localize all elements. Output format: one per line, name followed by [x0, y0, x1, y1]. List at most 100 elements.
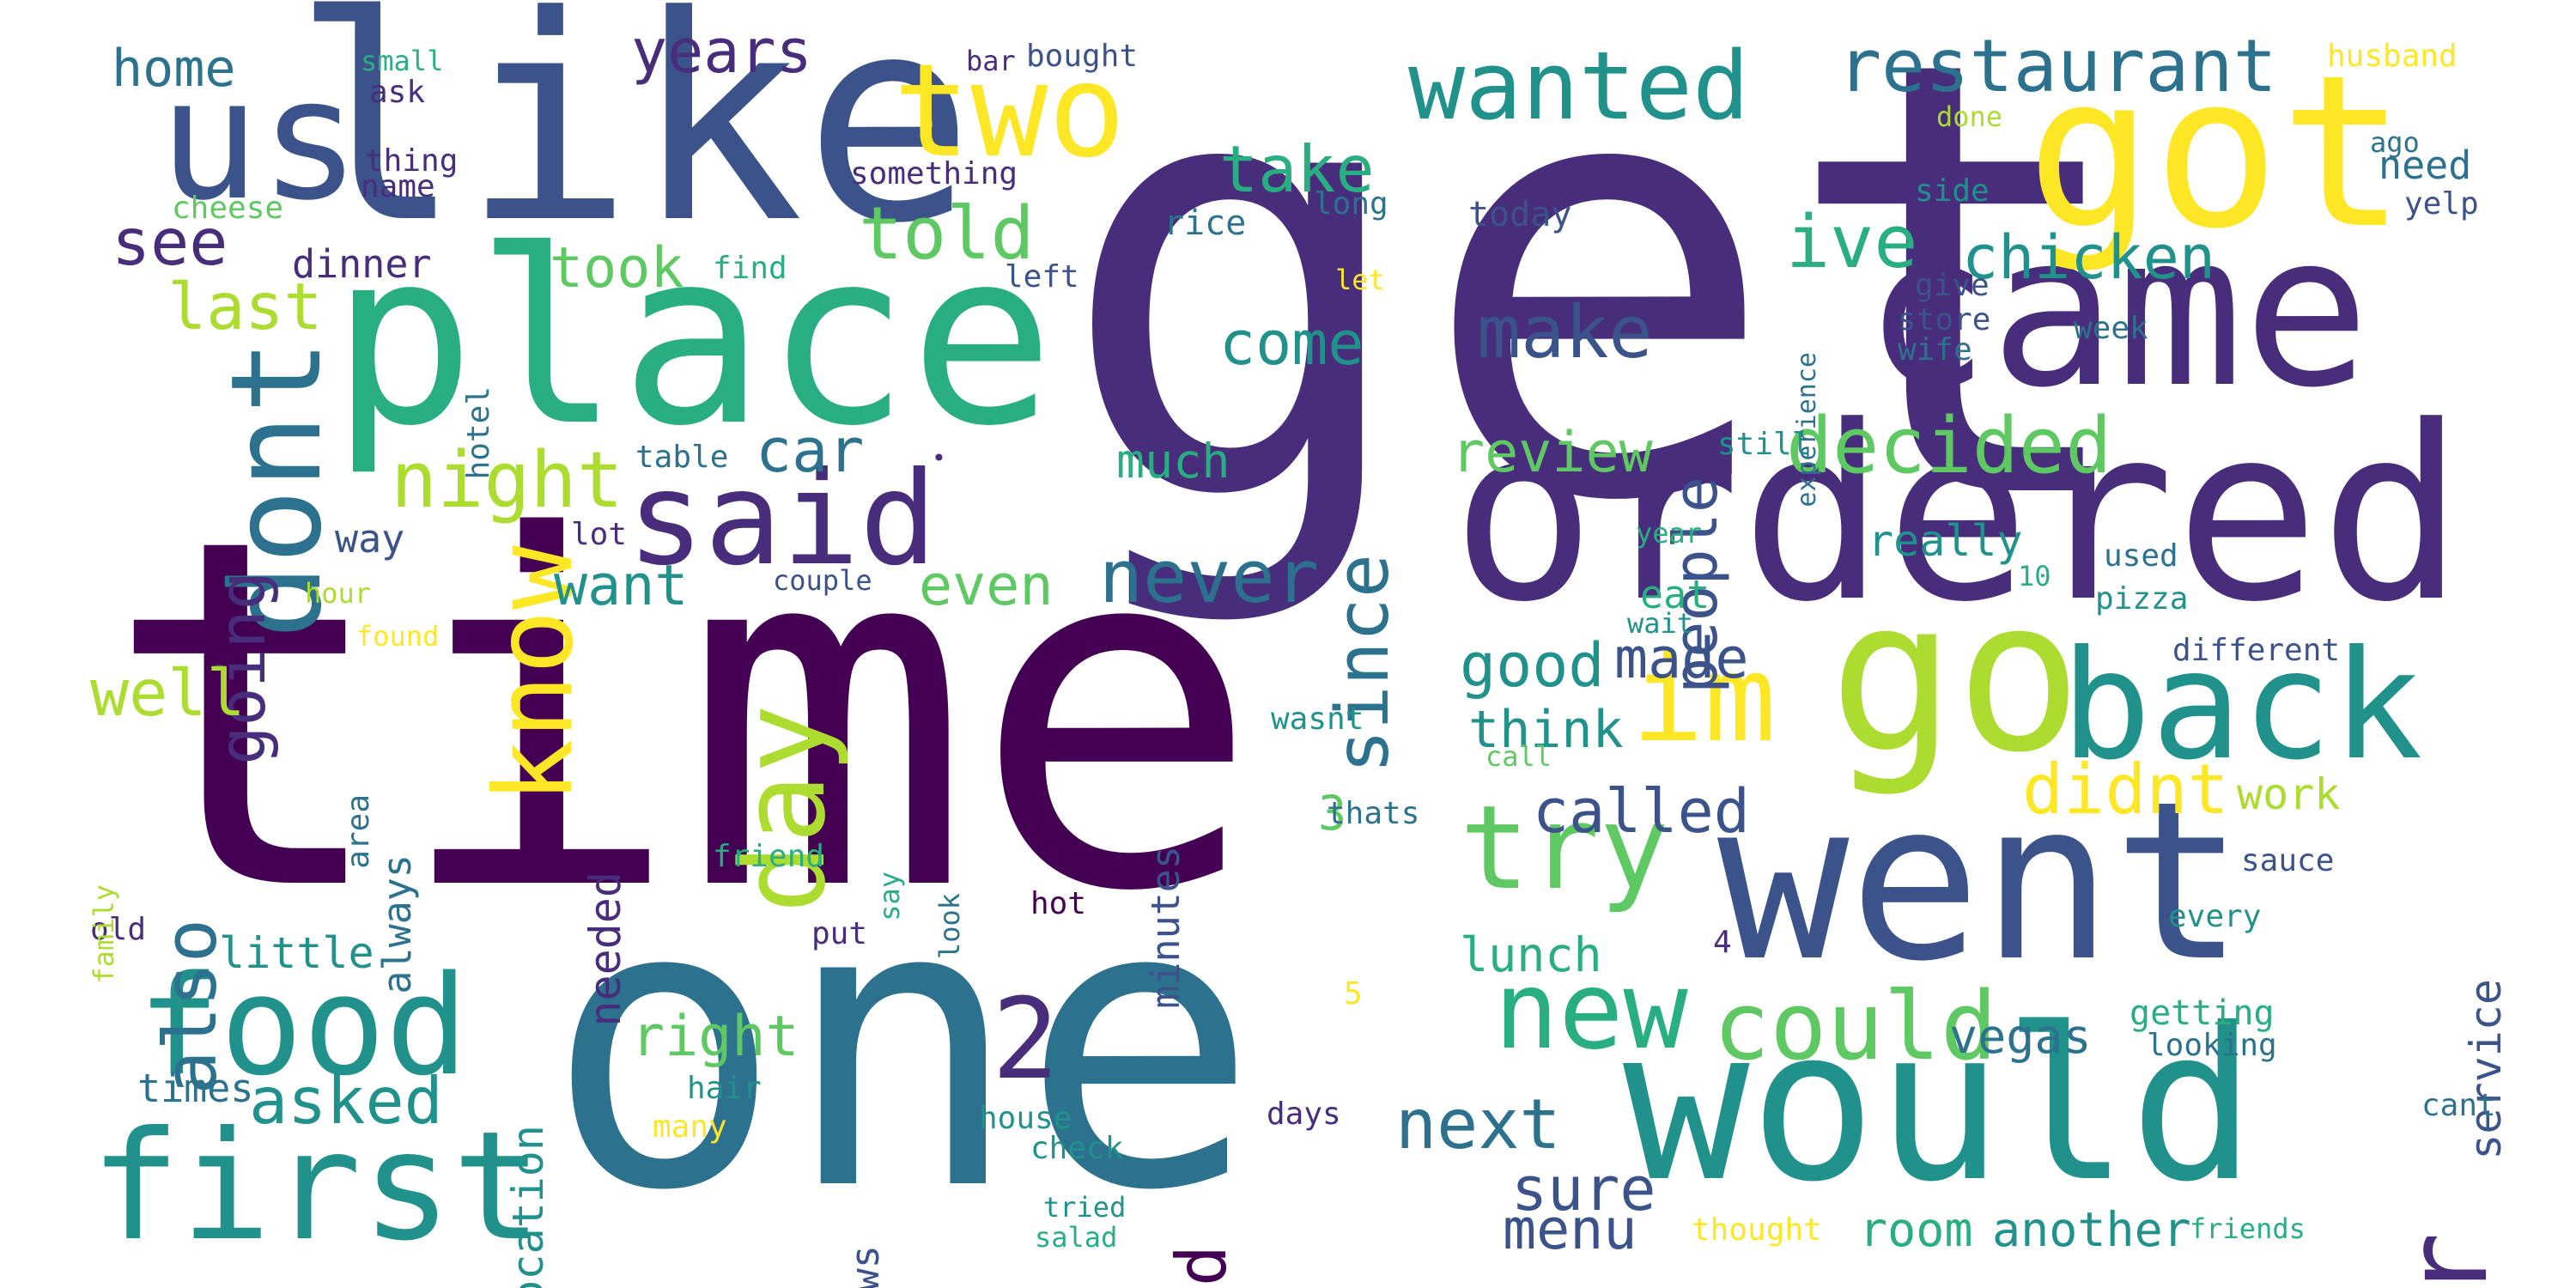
word-place: place	[331, 199, 1054, 479]
word-right: right	[631, 1005, 799, 1069]
word-make: make	[1477, 290, 1653, 375]
word-put: put	[811, 916, 868, 951]
word-get: get	[1056, 0, 2142, 633]
word-give: give	[1915, 268, 1990, 303]
word-lot: lot	[571, 517, 628, 552]
word-room: room	[1859, 1202, 1973, 1257]
word-time: time	[103, 437, 1261, 997]
word-call: call	[1485, 740, 1552, 773]
word-salad: salad	[1035, 1221, 1118, 1254]
word-would: would	[1623, 983, 2257, 1228]
word-ago: ago	[2370, 126, 2420, 159]
word-new: new	[1494, 949, 1688, 1073]
word-ordered: ordered	[1451, 375, 2465, 655]
word-hot: hot	[1030, 886, 1087, 921]
word-long: long	[1314, 186, 1388, 222]
word-two: two	[893, 37, 1126, 186]
word-3: 3	[1318, 786, 1347, 841]
word-used: used	[2104, 538, 2178, 574]
word-always: always	[374, 854, 420, 994]
word-service: service	[2461, 979, 2511, 1160]
word-5: 5	[1344, 976, 1363, 1012]
word-try: try	[1460, 781, 1669, 915]
word-family: family	[88, 884, 120, 984]
word-thats: thats	[1327, 796, 1420, 831]
word-look: look	[933, 893, 966, 960]
word-review: review	[1451, 421, 1653, 485]
word-next: next	[1395, 1084, 1561, 1164]
word-needed: needed	[580, 872, 630, 1027]
word-friend: friend	[713, 839, 825, 874]
word-see: see	[112, 204, 228, 280]
word-different: different	[2172, 633, 2341, 668]
word-say: say	[873, 872, 906, 921]
word-car: car	[756, 416, 865, 486]
word-first: first	[90, 1100, 543, 1274]
word-let: let	[1335, 264, 1385, 296]
word-night: night	[391, 435, 623, 526]
word-every: every	[2168, 899, 2262, 934]
word-little: little	[219, 928, 374, 978]
word-hotel: hotel	[461, 386, 496, 480]
word-ask: ask	[369, 75, 426, 110]
word-wife: wife	[1898, 332, 1972, 368]
word-around: around	[1162, 1245, 1242, 1288]
word-sauce: sauce	[2241, 843, 2335, 878]
word-go: go	[1829, 554, 2083, 799]
word-like: like	[292, 0, 975, 285]
word-found: found	[356, 620, 440, 653]
word-location: location	[503, 1125, 553, 1288]
word-didnt: didnt	[2022, 750, 2229, 829]
word-took: took	[550, 236, 684, 301]
word-tried: tried	[1043, 1191, 1127, 1224]
word-day: day	[716, 704, 851, 914]
word-husband: husband	[2327, 39, 2458, 74]
word-made: made	[1614, 627, 1749, 691]
word-wait: wait	[1627, 607, 1694, 640]
word-many: many	[653, 1109, 727, 1145]
word-called: called	[1533, 776, 1750, 847]
word-minutes: minutes	[1143, 846, 1188, 1009]
word-wasnt: wasnt	[1271, 702, 1364, 737]
word-since: since	[1321, 554, 1406, 774]
word-sure: sure	[1511, 1154, 1656, 1224]
word-house: house	[979, 1101, 1072, 1136]
word-bought: bought	[1026, 39, 1139, 74]
word-cant: cant	[2421, 1088, 2496, 1123]
word-side: side	[1915, 173, 1990, 209]
word-restaurant: restaurant	[1838, 24, 2277, 109]
word-came: came	[1863, 189, 2371, 434]
word-table: table	[635, 440, 729, 475]
word-asked: asked	[249, 1063, 443, 1139]
word-way: way	[335, 516, 405, 562]
word-left: left	[1005, 259, 1079, 295]
word-name: name	[361, 169, 435, 204]
word-cheese: cheese	[172, 191, 284, 226]
word-looking: looking	[2147, 1028, 2277, 1063]
word-order: order	[2382, 1232, 2512, 1288]
word-couple: couple	[773, 564, 872, 597]
word-friends: friends	[2190, 1212, 2306, 1245]
word-times: times	[137, 1066, 254, 1111]
word-said: said	[627, 445, 938, 594]
word-really: really	[1868, 516, 2023, 566]
word-could: could	[1713, 971, 1998, 1081]
word-lunch: lunch	[1460, 927, 1602, 982]
word-something: something	[850, 156, 1018, 191]
word-take: take	[1219, 131, 1375, 207]
word-today: today	[1468, 195, 1572, 234]
word-store: store	[1898, 302, 1991, 337]
word-come: come	[1219, 308, 1364, 379]
word-told: told	[859, 191, 1035, 276]
word-think: think	[1468, 700, 1624, 760]
word-one: one	[545, 817, 1259, 1277]
word-pizza: pizza	[2095, 581, 2189, 617]
word-good: good	[1460, 630, 1605, 701]
word-need: need	[2379, 143, 2472, 188]
word-work: work	[2237, 769, 2341, 819]
word-year: year	[1636, 517, 1703, 550]
word-2: 2	[992, 974, 1060, 1104]
word-food: food	[137, 945, 469, 1106]
word-thought: thought	[1692, 1212, 1822, 1248]
